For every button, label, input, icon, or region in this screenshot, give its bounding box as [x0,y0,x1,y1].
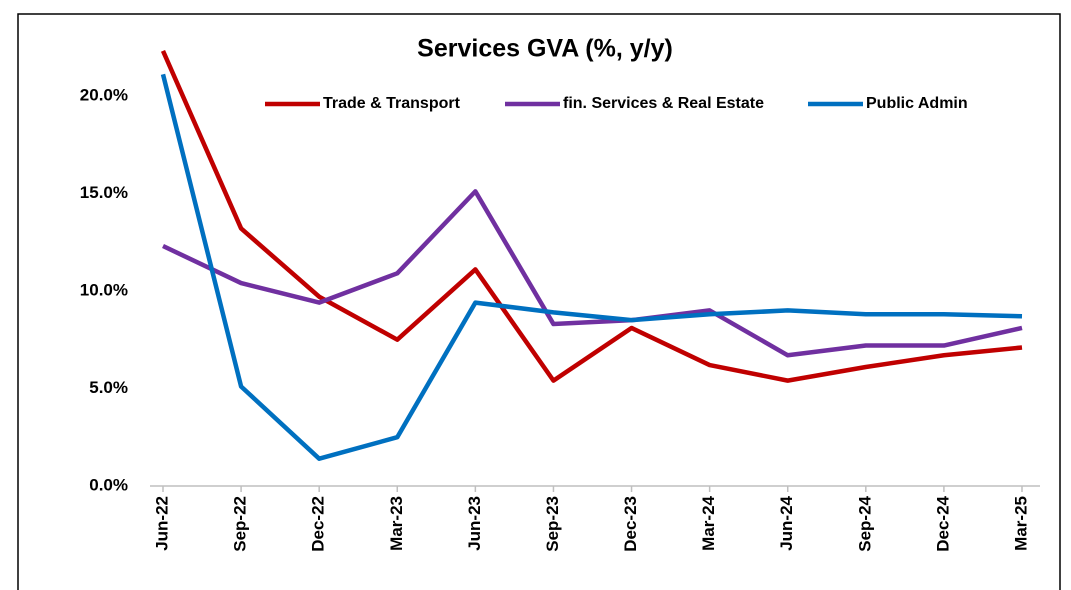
x-tick-label: Mar-24 [699,495,718,550]
x-tick-label: Mar-23 [387,496,406,551]
y-tick-label: 15.0% [80,183,128,202]
line-series [162,189,1023,358]
x-tick-label: Sep-22 [231,496,250,552]
legend-label: Trade & Transport [323,95,461,112]
x-tick-label: Sep-24 [855,495,874,551]
x-tick-label: Dec-24 [933,495,952,551]
chart-border [17,13,1061,590]
x-tick-label: Jun-22 [152,496,171,551]
x-tick-label: Jun-24 [777,495,796,550]
y-tick-label: 20.0% [80,85,128,104]
x-tick-label: Mar-25 [1011,496,1030,551]
x-tick-label: Dec-22 [309,496,328,552]
y-tick-label: 5.0% [89,378,128,397]
x-tick-label: Dec-23 [621,496,640,552]
y-tick-label: 10.0% [80,280,128,299]
legend-label: Public Admin [866,95,968,112]
line-series [160,49,1023,383]
y-tick-label: 0.0% [89,475,128,494]
x-tick-label: Jun-23 [465,496,484,551]
x-tick-label: Sep-23 [543,496,562,552]
chart-title: Services GVA (%, y/y) [417,35,673,63]
legend-label: fin. Services & Real Estate [563,95,764,112]
line-series [160,73,1023,461]
